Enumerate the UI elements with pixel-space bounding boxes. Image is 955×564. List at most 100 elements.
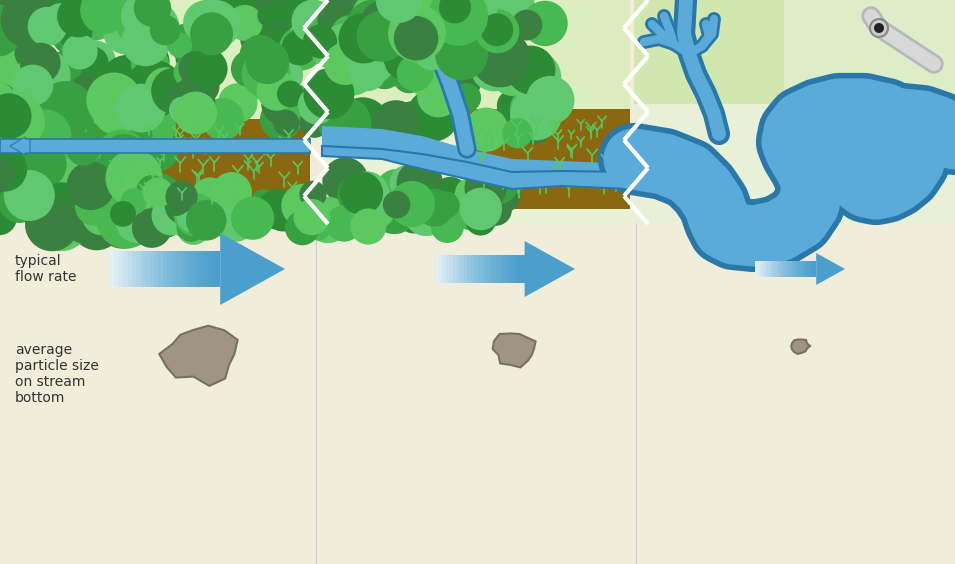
Bar	[485, 255, 489, 283]
Circle shape	[415, 22, 466, 72]
Bar	[198, 251, 202, 287]
Circle shape	[0, 0, 29, 50]
Circle shape	[415, 189, 454, 227]
Circle shape	[218, 205, 254, 241]
Circle shape	[273, 110, 299, 136]
Circle shape	[121, 0, 168, 39]
Circle shape	[396, 55, 434, 91]
Bar	[755, 261, 757, 277]
Circle shape	[430, 191, 467, 228]
Bar	[493, 255, 496, 283]
Circle shape	[120, 188, 147, 214]
Circle shape	[413, 32, 451, 70]
Circle shape	[151, 68, 198, 114]
Circle shape	[257, 189, 298, 230]
Circle shape	[167, 32, 192, 58]
Polygon shape	[624, 112, 648, 140]
Circle shape	[186, 48, 227, 90]
Circle shape	[269, 59, 303, 92]
Bar	[435, 255, 438, 283]
Circle shape	[360, 0, 410, 50]
Bar	[795, 261, 796, 277]
Bar	[115, 251, 118, 287]
Circle shape	[285, 210, 320, 245]
Circle shape	[25, 204, 64, 243]
Circle shape	[227, 195, 265, 232]
Circle shape	[94, 95, 142, 143]
Circle shape	[67, 180, 108, 221]
Circle shape	[0, 157, 32, 204]
Circle shape	[351, 0, 408, 47]
Circle shape	[371, 186, 418, 234]
Circle shape	[439, 0, 471, 24]
Circle shape	[169, 96, 196, 124]
Circle shape	[417, 74, 460, 117]
Circle shape	[311, 33, 347, 68]
Bar	[481, 255, 485, 283]
Circle shape	[174, 91, 217, 134]
Bar	[779, 261, 782, 277]
Polygon shape	[304, 140, 328, 168]
Circle shape	[45, 168, 90, 213]
Circle shape	[279, 27, 323, 70]
Circle shape	[444, 0, 499, 28]
Polygon shape	[624, 196, 648, 224]
Bar	[154, 251, 159, 287]
Circle shape	[392, 0, 444, 26]
Bar	[167, 251, 172, 287]
Circle shape	[464, 108, 508, 152]
Circle shape	[61, 70, 98, 108]
Circle shape	[0, 94, 33, 147]
Circle shape	[190, 12, 233, 55]
Bar	[456, 255, 460, 283]
Circle shape	[350, 209, 387, 245]
Circle shape	[421, 190, 453, 222]
Circle shape	[253, 0, 297, 36]
Circle shape	[323, 157, 369, 204]
Polygon shape	[304, 196, 328, 224]
Circle shape	[57, 14, 93, 49]
Circle shape	[181, 67, 220, 105]
Polygon shape	[304, 0, 328, 28]
Circle shape	[0, 182, 40, 223]
Bar	[784, 0, 955, 134]
Bar	[475, 255, 478, 283]
Circle shape	[142, 178, 173, 208]
Bar	[202, 251, 207, 287]
Circle shape	[49, 50, 82, 83]
Circle shape	[26, 180, 80, 234]
Bar	[194, 251, 198, 287]
Circle shape	[395, 13, 450, 68]
Circle shape	[1, 0, 59, 49]
Circle shape	[393, 16, 438, 60]
Circle shape	[375, 169, 418, 212]
Circle shape	[144, 67, 187, 110]
Bar	[806, 261, 809, 277]
Circle shape	[150, 15, 180, 45]
Circle shape	[200, 177, 243, 219]
Circle shape	[338, 19, 381, 62]
Circle shape	[191, 177, 229, 215]
Circle shape	[389, 181, 435, 227]
Bar	[163, 251, 167, 287]
Circle shape	[252, 40, 292, 80]
Circle shape	[177, 201, 207, 232]
Circle shape	[12, 65, 53, 105]
Bar	[172, 251, 176, 287]
Circle shape	[286, 84, 330, 129]
Circle shape	[363, 17, 408, 61]
Bar	[489, 255, 493, 283]
Bar	[809, 261, 812, 277]
Bar	[118, 251, 123, 287]
Circle shape	[103, 8, 149, 55]
Circle shape	[299, 108, 329, 138]
Circle shape	[318, 96, 371, 149]
Circle shape	[408, 0, 457, 48]
Circle shape	[231, 50, 268, 87]
Circle shape	[167, 78, 216, 126]
Bar	[189, 251, 194, 287]
Circle shape	[193, 194, 231, 233]
Circle shape	[138, 173, 180, 217]
Circle shape	[0, 39, 39, 98]
Circle shape	[291, 37, 320, 65]
